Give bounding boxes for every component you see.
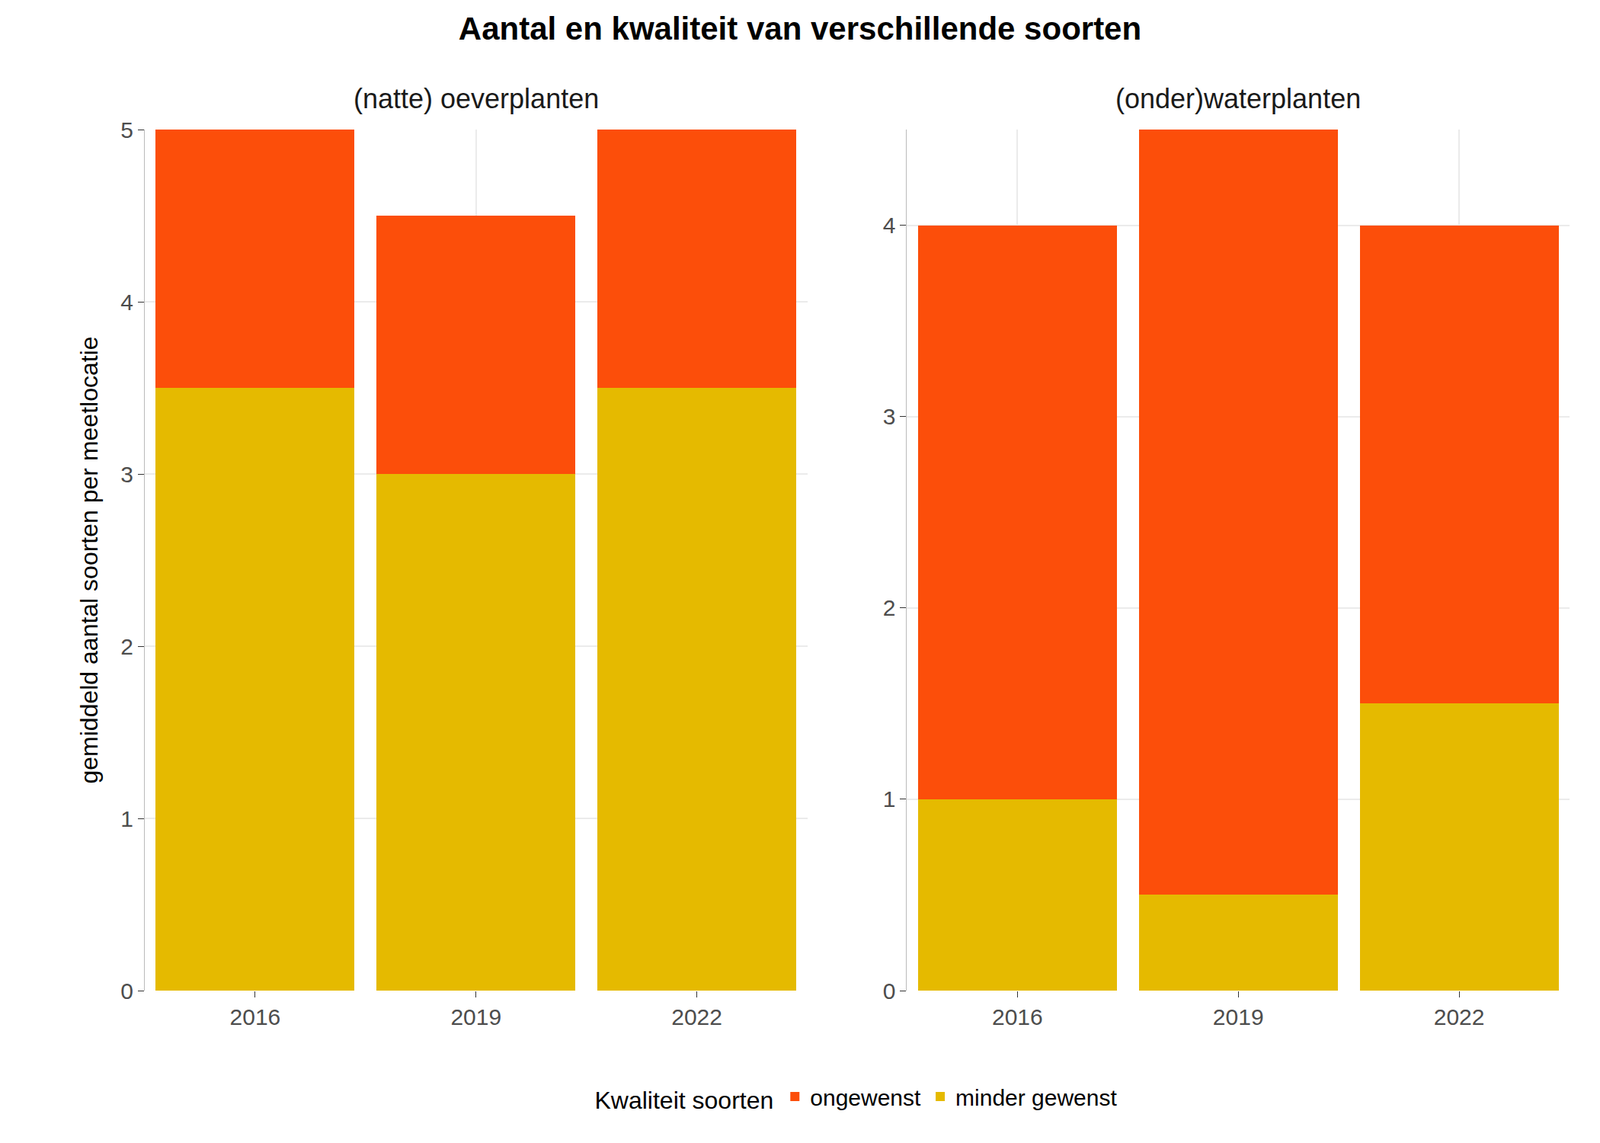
svg-text:5: 5 [120,117,134,143]
svg-text:1: 1 [120,806,134,832]
svg-text:1: 1 [883,786,896,812]
svg-text:ongewenst: ongewenst [809,1084,922,1111]
svg-text:(onder)waterplanten: (onder)waterplanten [1115,83,1361,115]
svg-text:4: 4 [120,289,134,315]
svg-text:Aantal en kwaliteit van versch: Aantal en kwaliteit van verschillende so… [458,10,1142,47]
svg-text:4: 4 [883,212,896,238]
svg-text:3: 3 [120,461,134,487]
svg-text:2022: 2022 [1433,1004,1485,1030]
svg-text:2019: 2019 [450,1004,502,1030]
svg-text:3: 3 [883,403,896,429]
svg-text:2: 2 [883,595,896,621]
svg-text:2016: 2016 [230,1004,282,1030]
svg-text:(natte) oeverplanten: (natte) oeverplanten [353,83,599,115]
svg-text:0: 0 [120,978,134,1004]
svg-text:gemiddeld aantal soorten per m: gemiddeld aantal soorten per meetlocatie [75,336,103,784]
svg-text:2016: 2016 [992,1004,1044,1030]
svg-text:0: 0 [883,978,896,1004]
svg-text:2022: 2022 [671,1004,723,1030]
svg-text:minder gewenst: minder gewenst [955,1084,1117,1111]
svg-text:2: 2 [120,633,134,660]
svg-text:Kwaliteit soorten: Kwaliteit soorten [595,1086,775,1114]
svg-text:2019: 2019 [1212,1004,1264,1030]
